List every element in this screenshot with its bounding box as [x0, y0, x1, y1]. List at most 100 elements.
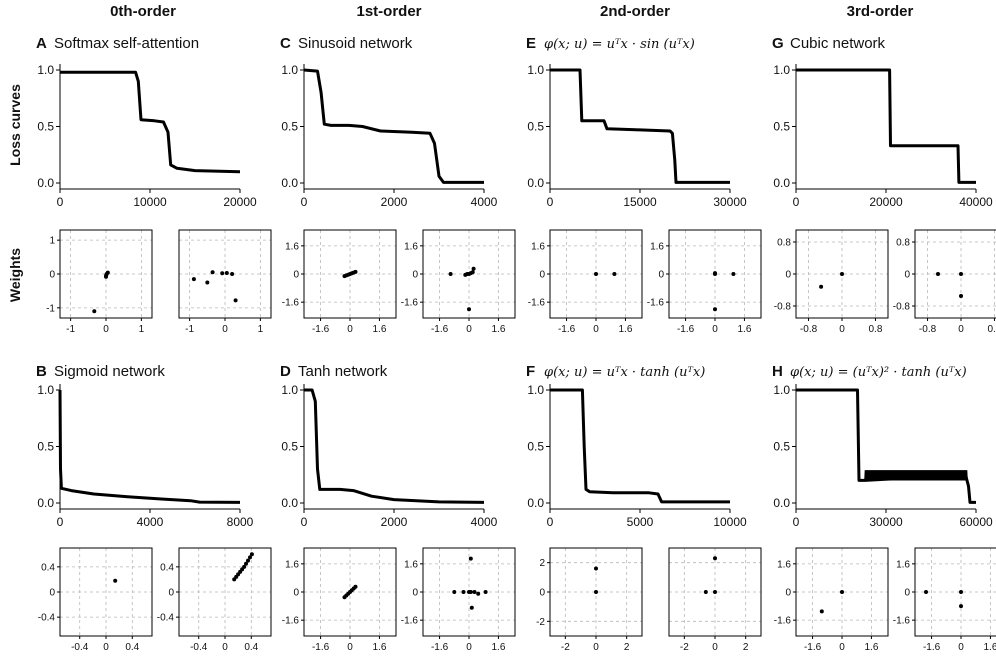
panel-letter-H: H — [772, 363, 783, 380]
weights-ytick-label: 1.6 — [404, 559, 418, 570]
loss-ytick-label-C: 0.0 — [281, 176, 298, 190]
panel-title-C: Sinusoid network — [298, 35, 413, 52]
weights-xtick-label: -1.6 — [558, 324, 576, 335]
weights-xtick-label: 0 — [839, 324, 845, 335]
weights-ytick-label: 2 — [539, 558, 545, 569]
weights-xtick-label: 1.6 — [864, 642, 878, 653]
weights-xtick-label: 1.6 — [372, 324, 386, 335]
panel-letter-E: E — [526, 35, 536, 52]
weight-point — [483, 590, 488, 594]
loss-xtick-label-G: 20000 — [869, 195, 903, 209]
weight-point — [468, 590, 473, 594]
loss-curve-A — [60, 70, 241, 174]
loss-xtick-label-A: 0 — [57, 195, 64, 209]
weight-point — [713, 556, 717, 561]
panel-D: D Tanh network 0.0 0.5 1.0 0 2000 4000 -1.6 0 1.6 1… — [280, 363, 516, 653]
loss-ytick-label-A: 0.5 — [37, 120, 54, 134]
weights-ytick-label: 1.6 — [404, 241, 418, 252]
loss-curve-H — [796, 388, 976, 504]
weight-point — [924, 590, 928, 594]
weight-point — [220, 271, 225, 276]
weights-plot-H-2: -1.6 0 1.6 1.6 0 -1.6 — [893, 547, 996, 653]
loss-xtick-label-H: 60000 — [959, 515, 993, 529]
weights-xtick-label: 0 — [103, 642, 109, 653]
weights-ytick-label: 1.6 — [285, 241, 299, 252]
weights-xtick-label: 0 — [958, 642, 964, 653]
loss-xtick-label-B: 4000 — [137, 515, 164, 529]
weight-point — [244, 561, 248, 566]
weight-point — [104, 273, 108, 278]
weight-point — [959, 604, 963, 609]
weights-xtick-label: 0.4 — [244, 642, 258, 653]
panel-C: C Sinusoid network 0.0 0.5 1.0 0 2000 4000 -1.6 0… — [280, 35, 516, 335]
panel-title-A: Softmax self-attention — [54, 35, 199, 52]
loss-ytick-label-H: 0.0 — [773, 496, 790, 510]
weight-point — [353, 584, 358, 589]
weights-ytick-label: 0 — [412, 588, 418, 599]
weights-xtick-label: 0 — [347, 642, 353, 653]
loss-curve-D — [304, 388, 485, 504]
weights-xtick-label: -1.6 — [431, 324, 449, 335]
weight-point — [703, 590, 708, 594]
panel-letter-F: F — [526, 363, 535, 380]
loss-xtick-label-E: 0 — [547, 195, 554, 209]
weights-plot-E-2: -1.6 0 1.6 1.6 0 -1.6 — [647, 229, 762, 335]
loss-curve-E — [550, 68, 730, 184]
loss-ytick-label-B: 0.5 — [37, 440, 54, 454]
panel-title-H: φ(x; u) = (uᵀx)² · tanh (uᵀx) — [790, 365, 967, 380]
weights-plot-C-2: -1.6 0 1.6 1.6 0 -1.6 — [401, 229, 516, 335]
loss-ytick-label-D: 1.0 — [281, 383, 298, 397]
loss-ytick-label-F: 1.0 — [527, 383, 544, 397]
weights-xtick-label: 0 — [839, 642, 845, 653]
panel-B: B Sigmoid network 0.0 0.5 1.0 0 4000 8000 -0.4 0 0… — [36, 363, 272, 653]
loss-ytick-label-D: 0.5 — [281, 440, 298, 454]
loss-ytick-label-H: 1.0 — [773, 383, 790, 397]
weights-xtick-label: -1.6 — [804, 642, 822, 653]
weight-point — [731, 272, 736, 276]
weights-plot-G-2: -0.8 0 0.8 0.8 0 -0.8 — [893, 229, 996, 335]
weights-plot-E-1: -1.6 0 1.6 1.6 0 -1.6 — [528, 229, 643, 335]
panel-letter-B: B — [36, 363, 47, 380]
weights-ytick-label: 0 — [904, 270, 910, 281]
weights-xtick-label: 0 — [712, 642, 718, 653]
weights-xtick-label: 0 — [958, 324, 964, 335]
weight-point — [105, 270, 110, 275]
loss-ytick-label-D: 0.0 — [281, 496, 298, 510]
loss-xtick-label-E: 30000 — [713, 195, 747, 209]
loss-ytick-label-B: 1.0 — [37, 383, 54, 397]
loss-xtick-label-B: 0 — [57, 515, 64, 529]
column-header-1: 1st-order — [356, 3, 421, 20]
weights-xtick-label: 0 — [222, 324, 228, 335]
weights-ytick-label: 0 — [293, 270, 299, 281]
weight-point — [469, 605, 474, 610]
weights-plot-C-1: -1.6 0 1.6 1.6 0 -1.6 — [282, 229, 397, 335]
weights-plot-A-1: -1 0 1 -1 0 1 — [46, 229, 153, 335]
loss-xtick-label-H: 30000 — [869, 515, 903, 529]
weights-xtick-label: 0 — [593, 324, 599, 335]
weights-ytick-label: 0 — [168, 588, 174, 599]
weight-point — [840, 590, 844, 594]
weights-ytick-label: -0.8 — [893, 302, 911, 313]
weights-plot-B-2: -0.4 0 0.4 0.4 0 -0.4 — [157, 547, 272, 653]
weights-ytick-label: 1.6 — [777, 559, 791, 570]
row-label-loss-curves: Loss curves — [7, 84, 23, 166]
weight-point — [594, 590, 598, 594]
weight-point — [472, 590, 477, 594]
weights-xtick-label: 1.6 — [372, 642, 386, 653]
weights-ytick-label: 0 — [785, 270, 791, 281]
loss-ytick-label-C: 1.0 — [281, 63, 298, 77]
weight-point — [205, 280, 210, 285]
weight-point — [594, 272, 598, 276]
weight-point — [471, 266, 476, 271]
weight-point — [470, 270, 475, 275]
weights-ytick-label: -0.4 — [157, 613, 175, 624]
weight-point — [230, 272, 235, 276]
loss-xtick-label-F: 5000 — [627, 515, 654, 529]
loss-ytick-label-F: 0.0 — [527, 496, 544, 510]
weights-ytick-label: 0 — [293, 588, 299, 599]
weights-xtick-label: -1 — [66, 324, 75, 335]
weight-point — [242, 564, 247, 569]
loss-xtick-label-G: 0 — [793, 195, 800, 209]
